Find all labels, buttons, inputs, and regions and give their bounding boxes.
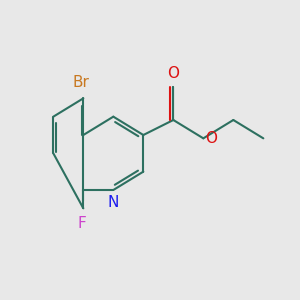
Text: F: F — [77, 216, 86, 231]
Text: Br: Br — [72, 75, 89, 90]
Text: N: N — [108, 195, 119, 210]
Text: O: O — [167, 66, 179, 81]
Text: O: O — [205, 131, 217, 146]
